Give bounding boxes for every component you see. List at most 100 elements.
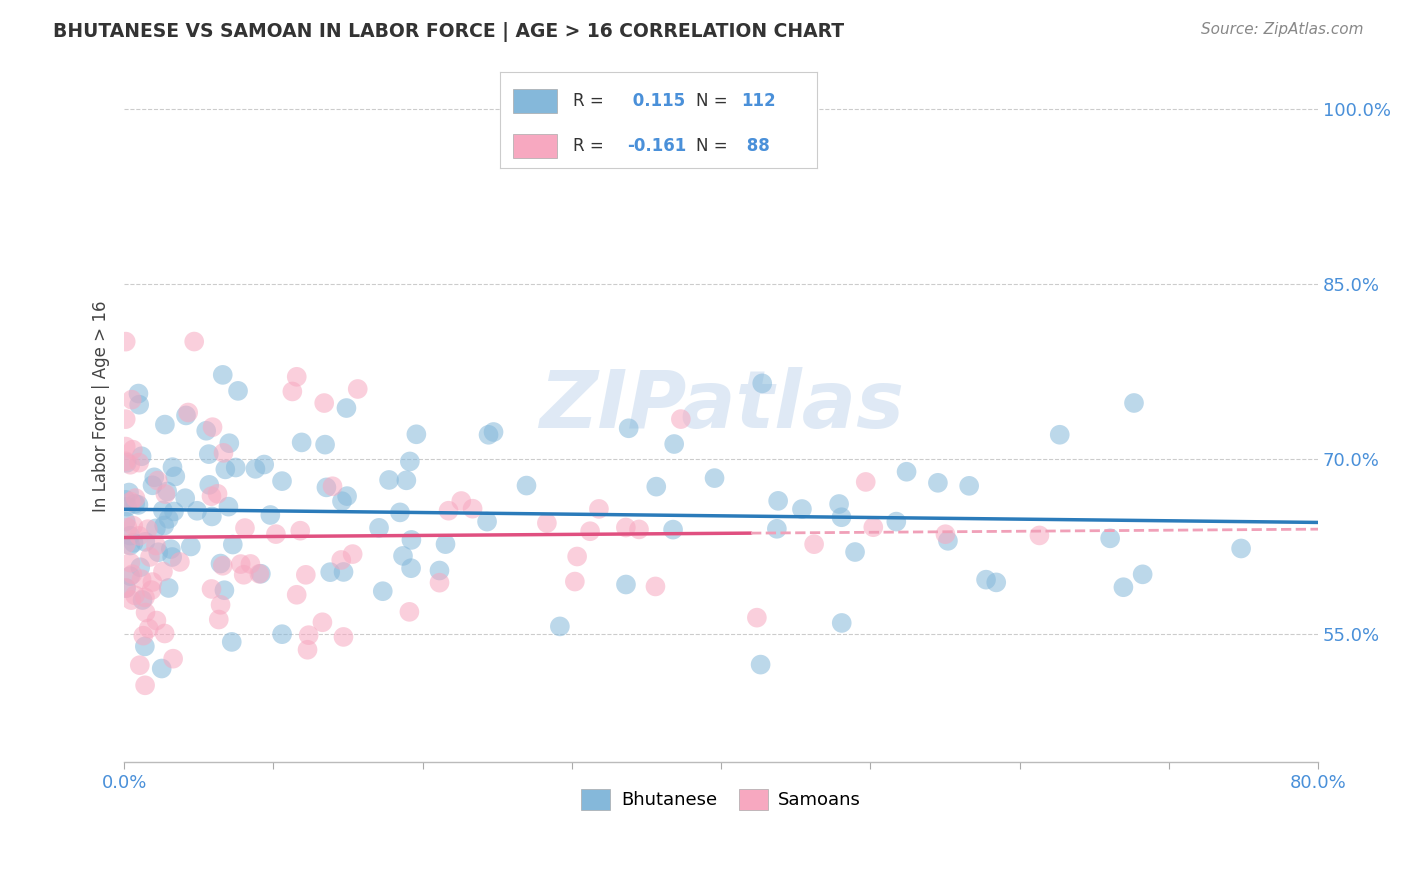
Point	[225, 460, 247, 475]
Point	[212, 446, 235, 460]
Point	[934, 527, 956, 541]
Point	[927, 475, 949, 490]
Point	[120, 529, 142, 543]
Point	[239, 557, 262, 571]
Text: ZIPatlas: ZIPatlas	[538, 368, 904, 445]
Point	[214, 462, 236, 476]
Point	[139, 549, 162, 564]
Point	[201, 420, 224, 434]
Point	[180, 540, 202, 554]
Point	[388, 505, 411, 519]
Point	[548, 619, 571, 633]
Point	[201, 509, 224, 524]
Point	[803, 537, 825, 551]
Point	[156, 484, 179, 499]
Point	[114, 412, 136, 426]
Point	[211, 368, 233, 382]
Point	[398, 605, 420, 619]
Point	[120, 569, 142, 583]
Point	[617, 421, 640, 435]
Point	[1099, 532, 1122, 546]
Point	[117, 520, 139, 534]
Point	[163, 504, 186, 518]
Point	[1230, 541, 1253, 556]
Point	[957, 479, 980, 493]
Point	[515, 478, 537, 492]
Point	[120, 458, 142, 472]
Point	[322, 479, 344, 493]
Point	[974, 573, 997, 587]
Point	[399, 561, 422, 575]
Point	[177, 405, 200, 419]
Point	[153, 417, 176, 432]
Point	[295, 567, 318, 582]
Point	[831, 510, 853, 524]
Point	[245, 462, 267, 476]
Point	[195, 424, 218, 438]
Point	[114, 581, 136, 595]
Point	[627, 522, 650, 536]
Point	[831, 615, 853, 630]
Point	[319, 565, 342, 579]
Text: Source: ZipAtlas.com: Source: ZipAtlas.com	[1201, 22, 1364, 37]
Point	[229, 557, 252, 571]
Point	[936, 533, 959, 548]
Point	[211, 558, 233, 573]
Point	[482, 425, 505, 439]
Point	[371, 584, 394, 599]
Point	[614, 577, 637, 591]
Point	[222, 537, 245, 551]
Point	[662, 523, 685, 537]
Point	[297, 642, 319, 657]
Point	[271, 474, 294, 488]
Point	[429, 564, 451, 578]
Point	[565, 549, 588, 564]
Point	[644, 579, 666, 593]
Point	[115, 500, 138, 514]
Point	[127, 386, 149, 401]
Point	[132, 629, 155, 643]
Point	[143, 470, 166, 484]
Point	[475, 515, 498, 529]
Point	[124, 497, 146, 511]
Point	[153, 626, 176, 640]
Point	[114, 334, 136, 349]
Point	[330, 553, 353, 567]
Point	[217, 500, 239, 514]
Point	[1028, 528, 1050, 542]
Point	[315, 480, 337, 494]
Point	[437, 504, 460, 518]
Point	[450, 494, 472, 508]
Point	[855, 475, 877, 489]
Point	[311, 615, 333, 630]
Point	[1132, 567, 1154, 582]
Point	[114, 515, 136, 529]
Y-axis label: In Labor Force | Age > 16: In Labor Force | Age > 16	[93, 301, 110, 512]
Point	[536, 516, 558, 530]
Point	[118, 485, 141, 500]
Point	[745, 610, 768, 624]
Point	[429, 575, 451, 590]
Point	[564, 574, 586, 589]
Point	[346, 382, 368, 396]
Point	[145, 521, 167, 535]
Point	[145, 539, 167, 553]
Point	[766, 522, 789, 536]
Point	[209, 557, 232, 571]
Point	[124, 588, 146, 602]
Point	[664, 437, 686, 451]
Point	[129, 560, 152, 574]
Point	[368, 521, 391, 535]
Point	[1123, 396, 1146, 410]
Point	[271, 627, 294, 641]
Point	[378, 473, 401, 487]
Point	[588, 502, 610, 516]
Point	[461, 501, 484, 516]
Point	[1112, 580, 1135, 594]
Point	[332, 630, 354, 644]
Point	[259, 508, 281, 522]
Point	[200, 582, 222, 596]
Point	[332, 565, 354, 579]
Point	[198, 478, 221, 492]
Point	[122, 518, 145, 533]
